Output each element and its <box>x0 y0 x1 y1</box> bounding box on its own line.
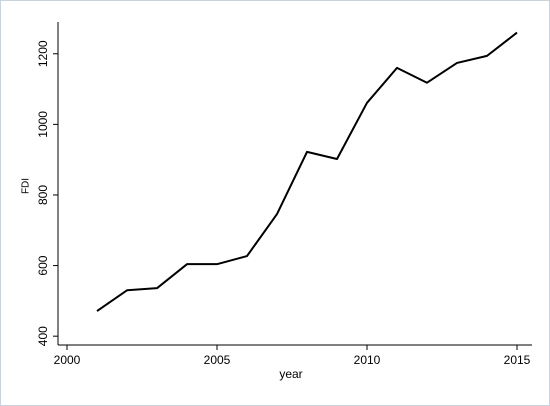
y-axis-label: FDI <box>21 178 32 194</box>
x-tick-label: 2000 <box>54 353 81 367</box>
y-tick-label: 400 <box>36 326 50 346</box>
x-tick-label: 2010 <box>354 353 381 367</box>
y-tick-label: 800 <box>36 185 50 205</box>
y-tick-label: 600 <box>36 255 50 275</box>
data-line <box>96 31 518 312</box>
y-tick-label: 1000 <box>36 111 50 138</box>
y-tick-label: 1200 <box>36 40 50 67</box>
x-axis-label: year <box>279 367 302 381</box>
x-tick-label: 2005 <box>204 353 231 367</box>
x-tick-label: 2015 <box>504 353 531 367</box>
